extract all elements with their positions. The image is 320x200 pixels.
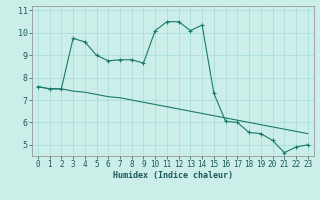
X-axis label: Humidex (Indice chaleur): Humidex (Indice chaleur)	[113, 171, 233, 180]
